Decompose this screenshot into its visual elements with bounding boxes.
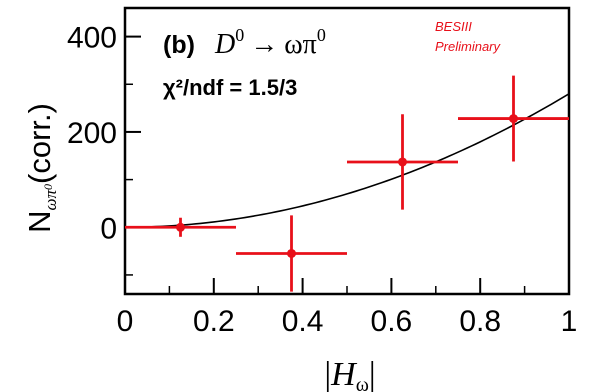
fit-curve	[124, 93, 570, 229]
y-tick-label: 400	[67, 22, 117, 55]
decay-arrow: →	[250, 29, 278, 60]
data-point	[347, 114, 458, 210]
x-tick-label: 0.4	[282, 305, 324, 338]
point-marker	[176, 222, 185, 232]
y-tick-label: 0	[100, 212, 117, 245]
watermark-preliminary: Preliminary	[435, 39, 502, 54]
decay-product-sup: 0	[317, 25, 326, 45]
x-axis-title: |Hω|	[324, 356, 375, 392]
decay-product: ωπ	[284, 29, 317, 60]
data-point	[125, 217, 236, 237]
point-marker	[398, 157, 407, 167]
x-tick-label: 0.6	[371, 305, 413, 338]
y-axis-title: Nωπ0(corr.)	[22, 103, 60, 233]
x-tick-label: 0	[117, 305, 134, 338]
panel-label: (b)	[163, 31, 195, 59]
data-point	[458, 75, 569, 162]
decay-label: D0 → ωπ0	[214, 25, 326, 60]
data-points	[125, 75, 569, 292]
x-tick-label: 0.8	[459, 305, 501, 338]
data-point	[236, 215, 347, 292]
y-axis-n: N	[22, 211, 57, 233]
watermark-besiii: BESIII	[435, 19, 472, 34]
decay-parent-sup: 0	[235, 25, 244, 45]
point-marker	[287, 248, 296, 258]
axis-ticks: 0 0.2 0.4 0.6 0.8 1 0 200 400	[67, 22, 577, 338]
y-axis-corr: (corr.)	[22, 103, 57, 184]
point-marker	[509, 114, 518, 124]
fit-statistic: χ²/ndf = 1.5/3	[163, 75, 297, 100]
y-tick-label: 200	[67, 117, 117, 150]
x-tick-label: 1	[561, 305, 578, 338]
y-axis-subscript: ωπ0	[41, 184, 60, 211]
decay-parent: D	[214, 29, 235, 60]
x-tick-label: 0.2	[193, 305, 235, 338]
